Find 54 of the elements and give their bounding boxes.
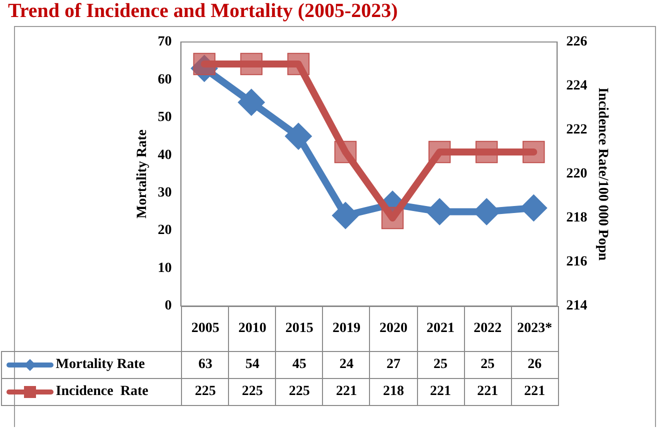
point	[428, 140, 451, 164]
legend-label: Mortality Rate	[1, 352, 182, 378]
data-label: 54	[228, 352, 276, 378]
y2-tick-label: 214	[566, 298, 588, 314]
x-tick-label: 2020	[370, 306, 418, 352]
point	[284, 122, 312, 150]
y-tick-label: 40	[158, 148, 172, 163]
data-label: 63	[182, 352, 229, 378]
data-label: 225	[182, 378, 229, 406]
y2-tick-label: 226	[566, 34, 588, 50]
x-tick-label: 2005	[182, 306, 229, 352]
data-label: 221	[511, 378, 558, 406]
x-tick-label: 2010	[228, 306, 276, 352]
legend-label: Incidence Rate	[1, 378, 182, 406]
x-tick-label: 2015	[276, 306, 323, 352]
point	[522, 140, 545, 164]
data-label: 225	[228, 378, 276, 406]
data-label: 45	[276, 352, 323, 378]
y-tick-label: 30	[158, 185, 172, 200]
point	[287, 52, 310, 76]
data-label: 26	[511, 352, 558, 378]
y-tick-label: 20	[158, 223, 172, 238]
y-tick-label: 50	[158, 110, 172, 126]
y-tick-label: 0	[164, 298, 172, 314]
data-label: 225	[276, 378, 323, 406]
point	[238, 88, 265, 116]
y2-axis-title: Incidence Rate/100 000 Popn	[594, 87, 610, 261]
y2-tick-label: 216	[566, 254, 588, 270]
data-label: 24	[322, 352, 370, 378]
point	[381, 206, 404, 230]
x-tick-label: 2023*	[511, 306, 558, 352]
y-axis-title: Mortality Rate	[135, 129, 150, 219]
y2-tick-label: 224	[566, 78, 588, 94]
data-label: 27	[370, 352, 418, 378]
data-label: 218	[370, 378, 418, 406]
y2-tick-label: 222	[566, 122, 588, 138]
data-label: 25	[417, 352, 464, 378]
x-tick-label: 2021	[417, 306, 464, 352]
y2-tick-label: 218	[566, 210, 588, 226]
x-tick-label: 2019	[322, 306, 370, 352]
y-tick-label: 60	[158, 72, 172, 88]
y-tick-label: 70	[158, 34, 172, 50]
data-label: 221	[417, 378, 464, 406]
point	[334, 140, 357, 164]
chart-title: Trend of Incidence and Mortality (2005-2023)	[8, 0, 398, 23]
point	[476, 140, 498, 164]
point	[332, 202, 359, 229]
data-label: 221	[464, 378, 512, 406]
data-label: 25	[464, 352, 512, 378]
x-tick-label: 2022	[464, 306, 512, 352]
point	[240, 52, 262, 76]
data-label: 221	[322, 378, 370, 406]
y2-tick-label: 220	[566, 166, 588, 182]
y-tick-label: 10	[158, 260, 172, 276]
